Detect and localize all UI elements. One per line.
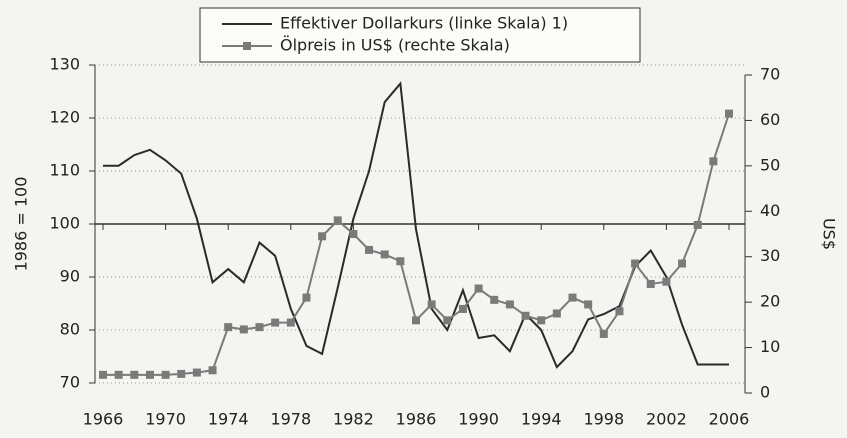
y-tick-label: 120 [49, 108, 80, 127]
data-point [380, 250, 389, 259]
x-tick-label: 2006 [709, 410, 750, 429]
data-point [333, 216, 342, 225]
y2-axis-label: US$ [820, 218, 839, 250]
data-point [615, 307, 624, 316]
data-point [208, 366, 217, 375]
legend-marker [243, 42, 251, 50]
y2-tick-label: 30 [760, 246, 780, 265]
data-point [505, 300, 514, 309]
data-point [678, 259, 687, 268]
x-tick-label: 1998 [583, 410, 624, 429]
y-tick-label: 70 [60, 373, 80, 392]
data-point [192, 368, 201, 377]
data-point [474, 284, 483, 293]
x-tick-label: 1982 [333, 410, 374, 429]
data-point [161, 370, 170, 379]
y-tick-label: 110 [49, 161, 80, 180]
data-point [552, 309, 561, 318]
data-point [584, 300, 593, 309]
data-point [177, 369, 186, 378]
legend-label: Ölpreis in US$ (rechte Skala) [280, 36, 510, 55]
data-point [130, 370, 139, 379]
data-point [224, 323, 233, 332]
data-point [521, 311, 530, 320]
data-point [631, 259, 640, 268]
data-point [365, 245, 374, 254]
y-tick-label: 80 [60, 320, 80, 339]
series-line [103, 81, 729, 369]
data-point [396, 257, 405, 266]
y2-tick-label: 0 [760, 383, 770, 402]
x-tick-label: 1990 [458, 410, 499, 429]
data-point [255, 323, 264, 332]
data-point [114, 370, 123, 379]
data-point [599, 329, 608, 338]
x-tick-label: 1970 [145, 410, 186, 429]
x-tick-label: 2002 [646, 410, 687, 429]
x-tick-label: 1978 [270, 410, 311, 429]
y-tick-label: 90 [60, 267, 80, 286]
x-tick-label: 1994 [521, 410, 562, 429]
data-point [646, 279, 655, 288]
data-point [662, 277, 671, 286]
data-point [568, 293, 577, 302]
legend-label: Effektiver Dollarkurs (linke Skala) 1) [280, 14, 568, 33]
data-point [302, 293, 311, 302]
data-point [490, 295, 499, 304]
y2-tick-label: 50 [760, 155, 780, 174]
data-point [693, 220, 702, 229]
data-point [271, 318, 280, 327]
x-tick-label: 1986 [396, 410, 437, 429]
data-point [427, 300, 436, 309]
data-point [443, 316, 452, 325]
data-point [318, 232, 327, 241]
y2-tick-label: 40 [760, 201, 780, 220]
data-point [709, 157, 718, 166]
data-point [239, 325, 248, 334]
y2-tick-label: 20 [760, 292, 780, 311]
x-tick-label: 1966 [83, 410, 124, 429]
y2-tick-label: 70 [760, 65, 780, 84]
data-point [99, 370, 107, 379]
series-line [103, 113, 730, 376]
data-point [458, 304, 467, 313]
x-tick-label: 1974 [208, 410, 249, 429]
y-tick-label: 130 [49, 55, 80, 74]
data-point [725, 109, 733, 118]
y2-tick-label: 10 [760, 337, 780, 356]
data-point [349, 230, 358, 238]
y-axis-label: 1986 = 100 [12, 177, 31, 272]
y-tick-label: 100 [49, 214, 80, 233]
y2-tick-label: 60 [760, 110, 780, 129]
data-point [286, 318, 295, 327]
data-point [537, 316, 546, 325]
legend-box [199, 7, 641, 63]
data-point [412, 316, 420, 325]
data-point [145, 370, 154, 379]
